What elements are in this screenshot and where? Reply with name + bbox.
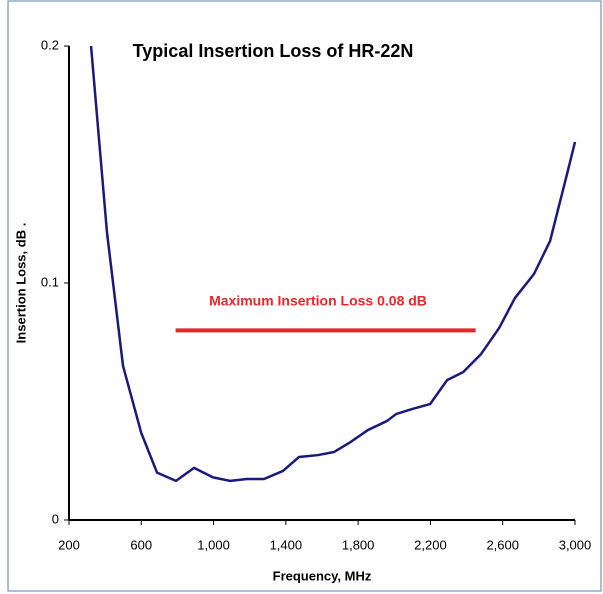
annotation: Maximum Insertion Loss 0.08 dB [209, 293, 427, 309]
data-line [89, 45, 577, 483]
x-axis-label: Frequency, MHz [273, 568, 372, 583]
x-tick-label: 600 [130, 537, 152, 552]
x-tick-label: 1,800 [342, 537, 375, 552]
y-axis-label: Insertion Loss, dB . [13, 223, 28, 344]
x-tick-label: 2,200 [414, 537, 447, 552]
x-tick-label: 1,000 [197, 537, 230, 552]
x-tick-label: 1,400 [270, 537, 303, 552]
y-tick-label: 0.1 [41, 274, 59, 289]
y-tick-label: 0 [52, 511, 59, 526]
chart-title: Typical Insertion Loss of HR-22N [133, 41, 414, 61]
x-tick-label: 3,000 [559, 537, 592, 552]
y-tick-label: 0.2 [41, 37, 59, 52]
x-tick-label: 200 [58, 537, 80, 552]
chart-border [7, 0, 602, 592]
x-tick-label: 2,600 [486, 537, 519, 552]
